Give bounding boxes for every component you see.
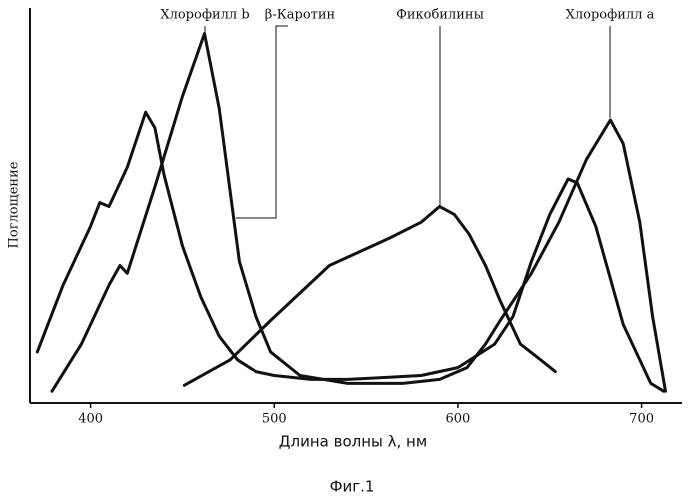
x-tick-label: 500 <box>262 412 287 427</box>
x-tick-label: 600 <box>446 412 471 427</box>
spectrum-line <box>182 205 557 387</box>
x-tick-label: 400 <box>78 412 103 427</box>
annotation: β-Каротин <box>265 8 335 23</box>
leader-line <box>236 25 288 219</box>
spectrum-line <box>50 32 667 393</box>
spectrum-line <box>35 110 666 393</box>
x-axis-label: Длина волны λ, нм <box>279 433 427 451</box>
x-tick-label: 700 <box>629 412 654 427</box>
y-axis-label: Поглощение <box>7 161 22 248</box>
annotation: Хлорофилл b <box>160 8 249 23</box>
annotation: Фикобилины <box>396 8 484 23</box>
caption: Фиг.1 <box>330 478 375 496</box>
annotation: Хлорофилл a <box>566 8 655 23</box>
